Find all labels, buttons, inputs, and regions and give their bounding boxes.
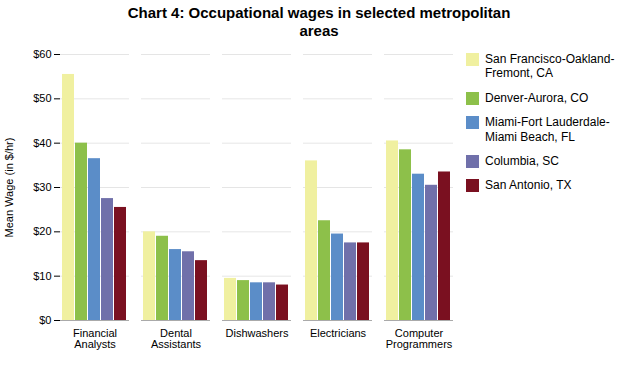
svg-text:$30: $30 [33, 181, 51, 193]
svg-text:Electricians: Electricians [310, 327, 367, 339]
svg-text:Mean Wage (in $/hr): Mean Wage (in $/hr) [3, 138, 15, 238]
svg-text:Dishwashers: Dishwashers [226, 327, 289, 339]
svg-text:$20: $20 [33, 225, 51, 237]
html-text:Columbia, SC: Columbia, SC [485, 154, 559, 168]
svg-text:FinancialAnalysts: FinancialAnalysts [73, 327, 117, 350]
html-text:Miami-Fort Lauderdale- Miami B: Miami-Fort Lauderdale- Miami Beach, FL [485, 115, 610, 144]
svg-text:DentalAssistants: DentalAssistants [151, 327, 202, 350]
svg-text:$0: $0 [39, 314, 51, 326]
html-text:Denver-Aurora, CO: Denver-Aurora, CO [485, 90, 589, 105]
html-text:San Francisco-Oakland- Fremont: San Francisco-Oakland- Fremont, CA [485, 52, 615, 81]
svg-text:$50: $50 [33, 92, 51, 104]
svg-text:$10: $10 [33, 270, 51, 282]
html-text:Chart 4: Occupational wages in: Chart 4: Occupational wages in selected … [127, 4, 511, 39]
svg-text:$60: $60 [33, 48, 51, 60]
svg-text:ComputerProgrammers: ComputerProgrammers [386, 327, 453, 350]
svg-text:$40: $40 [33, 137, 51, 149]
html-text:San Antonio, TX: San Antonio, TX [485, 178, 572, 193]
